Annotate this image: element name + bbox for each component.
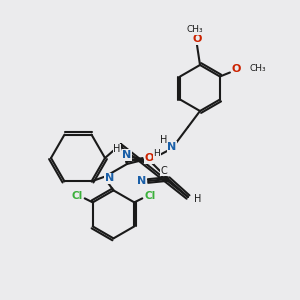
Text: O: O xyxy=(231,64,241,74)
Text: N: N xyxy=(122,150,132,160)
Text: CH₃: CH₃ xyxy=(250,64,266,73)
Text: Cl: Cl xyxy=(71,191,82,201)
Text: O: O xyxy=(144,153,154,163)
Text: H: H xyxy=(194,194,202,204)
Text: H: H xyxy=(113,144,121,154)
Text: O: O xyxy=(192,34,202,44)
Text: C: C xyxy=(160,166,167,176)
Text: CH₃: CH₃ xyxy=(187,26,203,34)
Text: N: N xyxy=(167,142,177,152)
Text: N: N xyxy=(137,176,147,186)
Text: Cl: Cl xyxy=(145,191,156,201)
Text: H: H xyxy=(160,135,168,145)
Text: N: N xyxy=(105,173,114,183)
Text: H: H xyxy=(154,149,160,158)
